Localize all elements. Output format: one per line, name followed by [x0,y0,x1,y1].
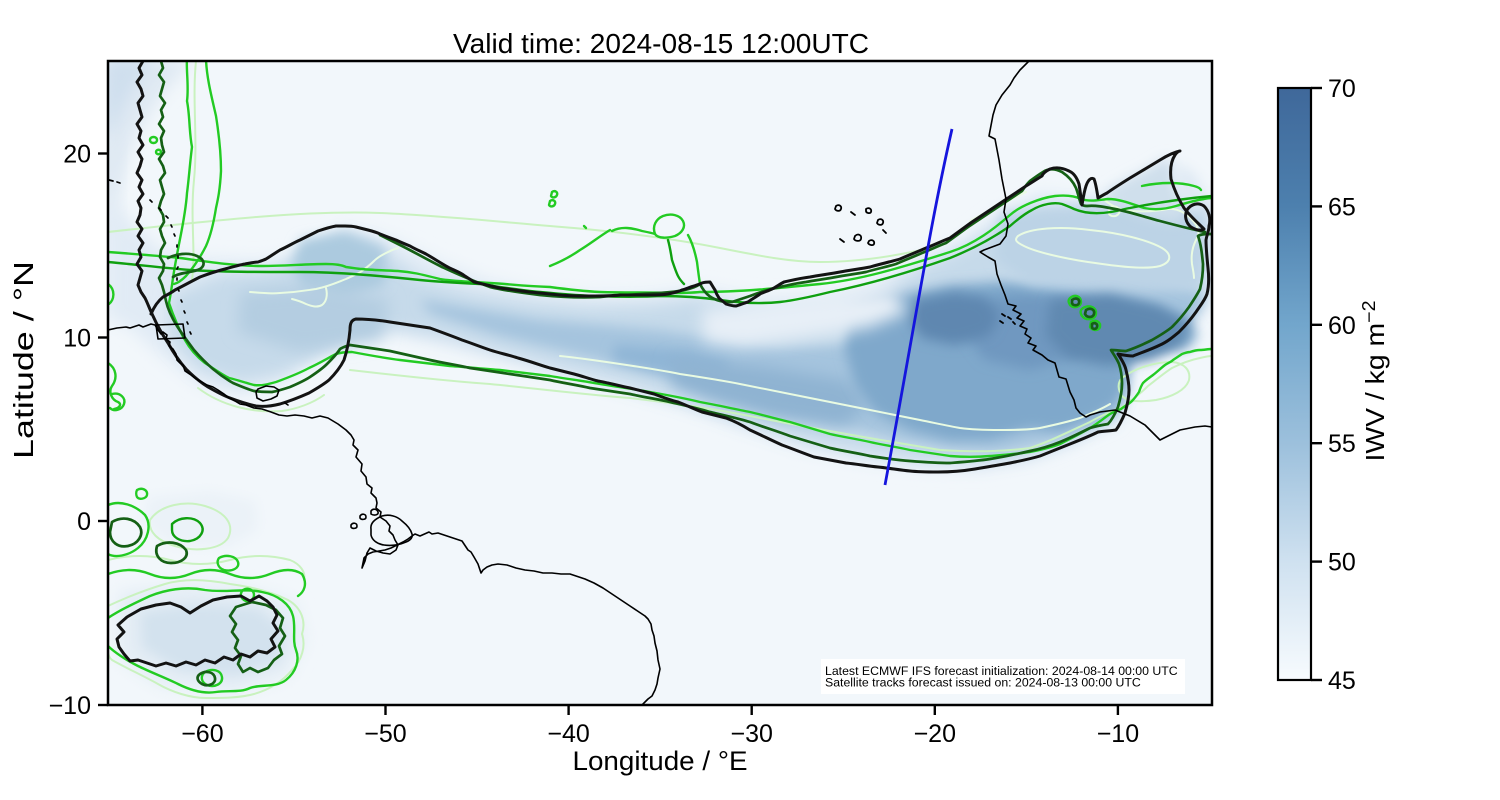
svg-text:65: 65 [1328,193,1356,221]
svg-text:Satellite tracks forecast issu: Satellite tracks forecast issued on: 202… [825,676,1141,690]
svg-text:IWV / kg m−2: IWV / kg m−2 [1359,301,1390,462]
svg-text:50: 50 [1328,549,1356,577]
svg-text:60: 60 [1328,312,1356,340]
svg-text:−60: −60 [181,720,223,748]
svg-text:Latitude / °N: Latitude / °N [8,261,39,459]
svg-text:10: 10 [63,325,91,353]
svg-text:−20: −20 [914,720,956,748]
svg-text:20: 20 [63,141,91,169]
svg-text:Longitude / °E: Longitude / °E [573,746,748,776]
svg-text:70: 70 [1328,75,1356,103]
svg-text:55: 55 [1328,430,1356,458]
svg-text:−10: −10 [1097,720,1139,748]
svg-text:−10: −10 [49,692,91,720]
svg-text:45: 45 [1328,667,1356,695]
svg-text:−30: −30 [730,720,772,748]
svg-text:−50: −50 [364,720,406,748]
svg-text:Valid time: 2024-08-15 12:00UT: Valid time: 2024-08-15 12:00UTC [453,28,869,59]
svg-text:−40: −40 [547,720,589,748]
svg-text:0: 0 [77,508,91,536]
svg-text:Latest ECMWF IFS forecast init: Latest ECMWF IFS forecast initialization… [825,664,1178,678]
